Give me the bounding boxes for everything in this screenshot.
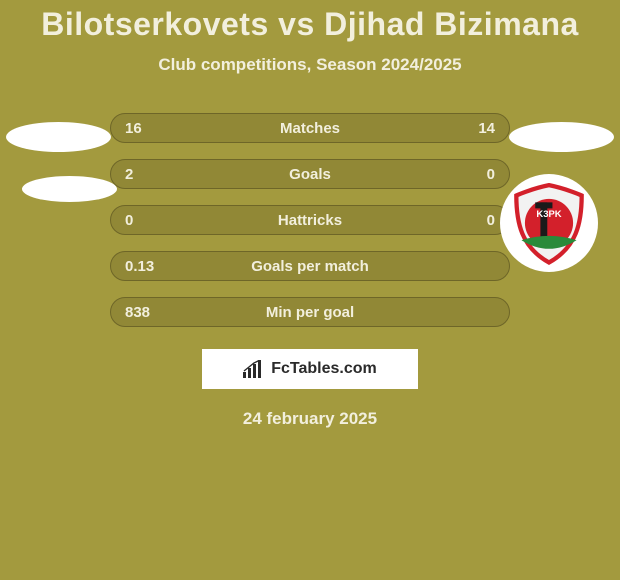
infographic-content: Bilotserkovets vs Djihad Bizimana Club c… xyxy=(0,0,620,580)
stat-row: 838 Min per goal xyxy=(110,297,510,327)
stat-left: 838 xyxy=(125,304,173,321)
stat-label: Goals xyxy=(173,166,447,183)
stat-left: 0.13 xyxy=(125,258,173,275)
brand-footer: FcTables.com xyxy=(202,349,418,389)
stat-right: 14 xyxy=(447,120,495,137)
player2-photo-placeholder xyxy=(509,122,614,152)
stat-label: Goals per match xyxy=(173,258,447,275)
season-subtitle: Club competitions, Season 2024/2025 xyxy=(0,55,620,75)
stat-row: 0.13 Goals per match xyxy=(110,251,510,281)
player2-club-badge: K3PK xyxy=(500,174,598,272)
player1-photo-placeholder xyxy=(6,122,111,152)
stat-row: 16 Matches 14 xyxy=(110,113,510,143)
club-crest-icon: K3PK xyxy=(506,180,592,266)
badge-text: K3PK xyxy=(536,209,561,220)
player1-club-placeholder xyxy=(22,176,117,202)
brand-text: FcTables.com xyxy=(271,360,377,378)
bar-chart-icon xyxy=(243,360,265,378)
stat-right: 0 xyxy=(447,166,495,183)
comparison-title: Bilotserkovets vs Djihad Bizimana xyxy=(0,6,620,43)
generation-date: 24 february 2025 xyxy=(0,409,620,429)
stat-right: 0 xyxy=(447,212,495,229)
stat-left: 16 xyxy=(125,120,173,137)
stat-left: 0 xyxy=(125,212,173,229)
stat-row: 0 Hattricks 0 xyxy=(110,205,510,235)
stat-label: Matches xyxy=(173,120,447,137)
stat-label: Min per goal xyxy=(173,304,447,321)
stat-row: 2 Goals 0 xyxy=(110,159,510,189)
stat-left: 2 xyxy=(125,166,173,183)
stat-label: Hattricks xyxy=(173,212,447,229)
